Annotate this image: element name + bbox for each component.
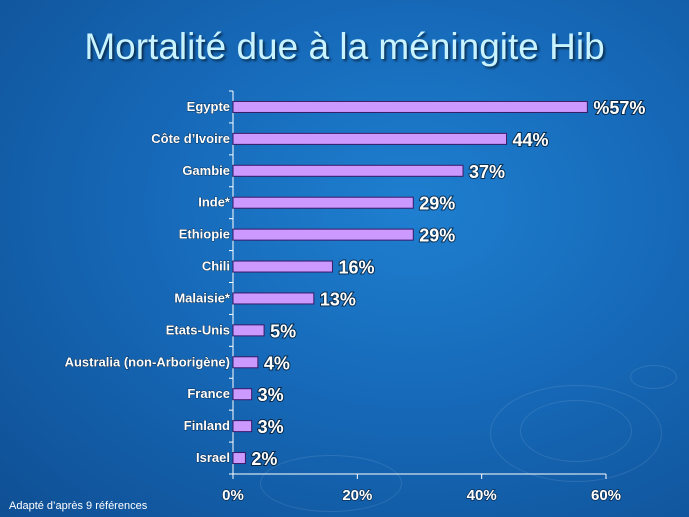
category-label: Finland: [184, 418, 230, 433]
background-ripple: [490, 385, 662, 482]
data-label: %57%: [593, 98, 645, 118]
bar: [232, 420, 253, 433]
category-label: France: [187, 386, 230, 401]
data-label: 37%: [469, 162, 505, 182]
bar: [232, 356, 259, 369]
bar: [232, 100, 588, 113]
category-label: Etats-Unis: [166, 322, 230, 337]
bar: [232, 164, 464, 177]
data-label: 4%: [264, 353, 290, 373]
data-label: 44%: [513, 130, 549, 150]
category-label: Ethiopie: [179, 227, 230, 242]
data-label: 5%: [270, 321, 296, 341]
data-label: 13%: [320, 289, 356, 309]
data-label: 29%: [419, 194, 455, 214]
background-ripple: [630, 365, 677, 389]
x-tick-label: 60%: [591, 487, 621, 504]
background-ripple: [260, 455, 402, 512]
category-label: Israel: [196, 450, 230, 465]
bar: [232, 324, 265, 337]
data-label: 2%: [251, 449, 277, 469]
category-label: Côte d’Ivoire: [151, 131, 230, 146]
bar: [232, 452, 246, 465]
category-label: Inde*: [198, 195, 231, 210]
x-tick-label: 20%: [342, 487, 372, 504]
bar: [232, 260, 333, 273]
data-label: 16%: [338, 258, 374, 278]
data-label: 29%: [419, 226, 455, 246]
source-note: Adapté d’après 9 références: [9, 500, 148, 512]
bar: [232, 388, 253, 401]
category-label: Malaisie*: [174, 290, 231, 305]
category-label: Egypte: [187, 99, 230, 114]
data-label: 3%: [258, 417, 284, 437]
bar: [232, 132, 508, 145]
category-label: Chili: [202, 259, 230, 274]
category-label: Gambie: [182, 163, 230, 178]
x-tick-label: 0%: [222, 487, 244, 504]
x-tick-label: 40%: [467, 487, 497, 504]
bar: [232, 196, 414, 209]
slide-title: Mortalité due à la méningite Hib: [84, 26, 605, 67]
bar: [232, 228, 414, 241]
bar: [232, 292, 315, 305]
category-label: Australia (non-Arborigène): [65, 354, 230, 369]
data-label: 3%: [258, 385, 284, 405]
